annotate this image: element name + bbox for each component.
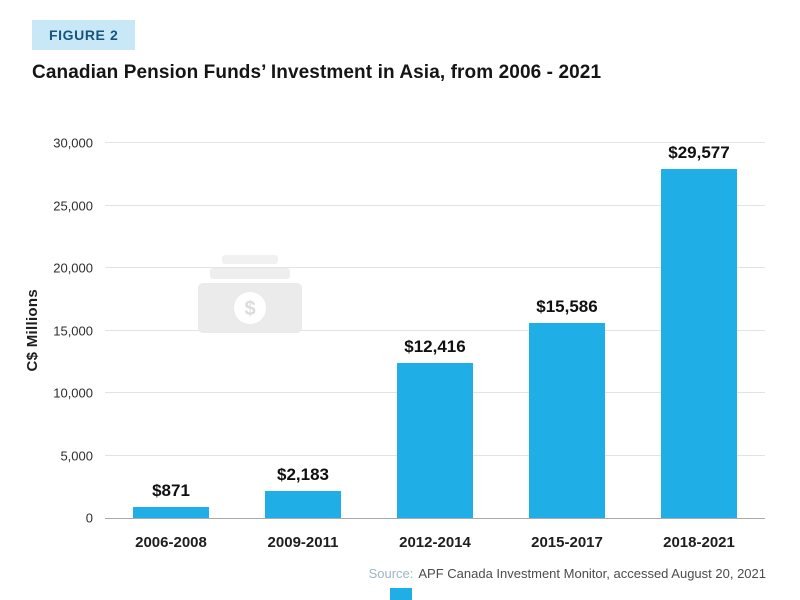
gridline xyxy=(105,267,765,268)
source-text: APF Canada Investment Monitor, accessed … xyxy=(418,566,766,581)
plot-area: $ $871 $2,183 $12,416 $15,586 $29,577 0 5,000… xyxy=(53,136,765,526)
bar-value-label: $12,416 xyxy=(404,336,466,356)
figure-label-badge: FIGURE 2 xyxy=(32,20,136,50)
y-axis-tick-label: 20,000 xyxy=(53,260,93,276)
gridline xyxy=(105,142,765,143)
y-axis-tick-label: 25,000 xyxy=(53,198,93,213)
footer-accent-bar xyxy=(390,588,412,600)
gridline xyxy=(105,204,765,206)
bars-container: $871 $2,183 $12,416 $15,586 $29,577 xyxy=(105,143,765,518)
bar xyxy=(529,323,605,518)
source-note: Source: APF Canada Investment Monitor, ac… xyxy=(369,566,766,581)
x-axis-category-label: 2018-2021 xyxy=(663,534,735,551)
bar-value-label: $15,586 xyxy=(536,297,598,317)
x-axis-category-label: 2006-2008 xyxy=(135,534,207,551)
y-axis-title: C$ Millions xyxy=(24,289,41,372)
bar-column: $15,586 xyxy=(501,143,633,518)
bar-column: $29,577 xyxy=(633,143,765,518)
x-axis-category-label: 2009-2011 xyxy=(267,534,339,551)
bar-value-label: $871 xyxy=(152,481,190,501)
bar-column: $871 xyxy=(105,143,237,518)
y-axis-tick-label: 0 xyxy=(85,510,93,526)
x-axis-labels: 2006-2008 2009-2011 2012-2014 2015-2017 2018… xyxy=(105,519,765,551)
bar xyxy=(397,362,473,518)
chart-title: Canadian Pension Funds’ Investment in As… xyxy=(32,62,602,83)
bar-column: $2,183 xyxy=(237,143,369,518)
svg-text:$: $ xyxy=(244,298,255,320)
source-label: Source: xyxy=(368,566,414,581)
y-axis-tick-label: 5,000 xyxy=(60,448,93,463)
y-axis-tick-label: 15,000 xyxy=(53,323,93,338)
bar xyxy=(661,169,737,518)
x-axis-category-label: 2015-2017 xyxy=(531,534,603,551)
gridline xyxy=(105,329,765,331)
y-axis-tick-label: 30,000 xyxy=(53,135,93,151)
bar xyxy=(265,490,341,518)
bar-column: $12,416 xyxy=(369,143,501,518)
bar xyxy=(133,507,209,518)
y-axis-tick-label: 10,000 xyxy=(53,385,93,401)
y-axis-title-wrap: C$ Millions xyxy=(24,143,41,518)
bar-value-label: $2,183 xyxy=(277,464,329,484)
bar-value-label: $29,577 xyxy=(668,143,730,162)
x-axis-category-label: 2012-2014 xyxy=(399,534,471,551)
money-bill-watermark-icon: $ xyxy=(198,255,302,333)
